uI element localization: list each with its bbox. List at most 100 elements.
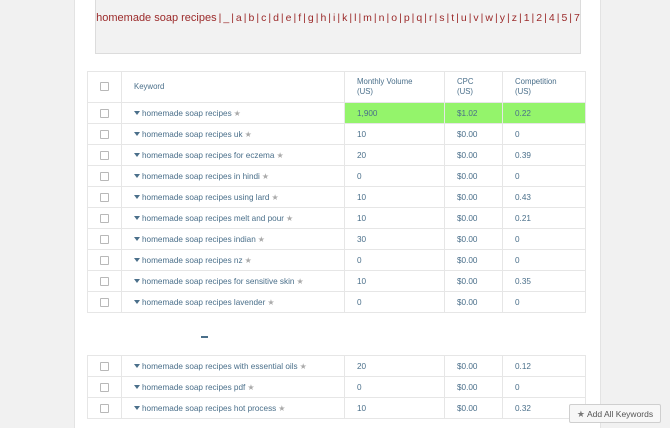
alpha-link-all[interactable]: homemade soap recipes	[96, 12, 217, 24]
keyword-cell[interactable]: homemade soap recipes lavender ★	[121, 291, 345, 313]
alpha-link[interactable]: k	[342, 12, 348, 24]
alpha-link[interactable]: y	[499, 12, 505, 24]
alpha-link[interactable]: a	[235, 12, 242, 24]
expand-triangle-icon[interactable]	[134, 194, 140, 199]
row-checkbox[interactable]	[100, 403, 109, 413]
keyword-text[interactable]: homemade soap recipes for sensitive skin	[142, 276, 295, 286]
star-icon[interactable]: ★	[276, 150, 284, 160]
row-checkbox[interactable]	[100, 382, 109, 392]
keyword-cell[interactable]: homemade soap recipes uk ★	[121, 123, 345, 145]
keyword-cell[interactable]: homemade soap recipes melt and pour ★	[121, 207, 345, 229]
star-icon[interactable]: ★	[278, 403, 286, 413]
keyword-cell[interactable]: homemade soap recipes using lard ★	[121, 186, 345, 208]
row-checkbox[interactable]	[100, 255, 109, 265]
alpha-link[interactable]: p	[403, 12, 410, 24]
row-checkbox[interactable]	[100, 129, 109, 139]
alpha-link[interactable]: _	[223, 12, 230, 24]
keyword-cell[interactable]: homemade soap recipes pdf ★	[121, 376, 345, 398]
alpha-link[interactable]: d	[273, 12, 279, 24]
star-icon[interactable]: ★	[233, 108, 241, 118]
star-icon[interactable]: ★	[286, 213, 294, 223]
alpha-link[interactable]: t	[451, 12, 455, 24]
volume-header[interactable]: Monthly Volume (US)	[344, 71, 445, 103]
expand-triangle-icon[interactable]	[134, 384, 140, 389]
expand-triangle-icon[interactable]	[134, 236, 140, 241]
row-checkbox[interactable]	[100, 108, 109, 118]
star-icon[interactable]: ★	[244, 255, 252, 265]
expand-triangle-icon[interactable]	[134, 110, 140, 115]
star-icon[interactable]: ★	[244, 129, 252, 139]
keyword-cell[interactable]: homemade soap recipes with essential oil…	[121, 355, 345, 377]
expand-triangle-icon[interactable]	[134, 215, 140, 220]
keyword-cell[interactable]: homemade soap recipes in hindi ★	[121, 165, 345, 187]
alpha-link[interactable]: v	[473, 12, 479, 24]
alpha-link[interactable]: f	[298, 12, 302, 24]
keyword-text[interactable]: homemade soap recipes for eczema	[142, 150, 275, 160]
keyword-text[interactable]: homemade soap recipes uk	[142, 129, 243, 139]
expand-triangle-icon[interactable]	[134, 131, 140, 136]
keyword-text[interactable]: homemade soap recipes pdf	[142, 382, 246, 392]
alpha-link[interactable]: g	[307, 12, 314, 24]
row-checkbox[interactable]	[100, 192, 109, 202]
alpha-link[interactable]: r	[428, 12, 433, 24]
keyword-text[interactable]: homemade soap recipes using lard	[142, 192, 270, 202]
row-checkbox[interactable]	[100, 234, 109, 244]
keyword-text[interactable]: homemade soap recipes lavender	[142, 297, 266, 307]
star-icon[interactable]: ★	[247, 382, 255, 392]
star-icon[interactable]: ★	[267, 297, 275, 307]
keyword-cell[interactable]: homemade soap recipes for eczema ★	[121, 144, 345, 166]
alpha-link[interactable]: 4	[548, 12, 555, 24]
alpha-link[interactable]: 1	[523, 12, 530, 24]
keyword-cell[interactable]: homemade soap recipes indian ★	[121, 228, 345, 250]
keyword-cell[interactable]: homemade soap recipes ★	[121, 102, 345, 124]
alpha-link[interactable]: 5	[561, 12, 568, 24]
alpha-link[interactable]: 7	[574, 12, 580, 24]
star-icon[interactable]: ★	[296, 276, 304, 286]
alpha-link[interactable]: z	[511, 12, 517, 24]
alpha-link[interactable]: b	[248, 12, 255, 24]
cpc-header[interactable]: CPC (US)	[444, 71, 503, 103]
expand-triangle-icon[interactable]	[134, 173, 140, 178]
row-checkbox[interactable]	[100, 361, 109, 371]
expand-triangle-icon[interactable]	[134, 299, 140, 304]
keyword-text[interactable]: homemade soap recipes indian	[142, 234, 256, 244]
row-checkbox[interactable]	[100, 171, 109, 181]
keyword-text[interactable]: homemade soap recipes with essential oil…	[142, 361, 298, 371]
keyword-cell[interactable]: homemade soap recipes for sensitive skin…	[121, 270, 345, 292]
expand-triangle-icon[interactable]	[134, 363, 140, 368]
keyword-cell[interactable]: homemade soap recipes hot process ★	[121, 397, 345, 419]
keyword-header[interactable]: Keyword	[121, 71, 345, 103]
alpha-link[interactable]: e	[285, 12, 292, 24]
alpha-link[interactable]: u	[460, 12, 467, 24]
expand-triangle-icon[interactable]	[134, 405, 140, 410]
alpha-link[interactable]: s	[439, 12, 445, 24]
star-icon[interactable]: ★	[299, 361, 307, 371]
keyword-cell[interactable]: homemade soap recipes nz ★	[121, 249, 345, 271]
collapse-dash-icon[interactable]	[200, 336, 208, 338]
alpha-link[interactable]: w	[485, 12, 493, 24]
expand-triangle-icon[interactable]	[134, 278, 140, 283]
star-icon[interactable]: ★	[257, 234, 265, 244]
keyword-text[interactable]: homemade soap recipes hot process	[142, 403, 277, 413]
alpha-link[interactable]: n	[378, 12, 385, 24]
row-checkbox[interactable]	[100, 150, 109, 160]
keyword-text[interactable]: homemade soap recipes melt and pour	[142, 213, 284, 223]
alpha-link[interactable]: l	[354, 12, 357, 24]
expand-triangle-icon[interactable]	[134, 257, 140, 262]
alpha-link[interactable]: q	[416, 12, 423, 24]
add-all-keywords-button[interactable]: ★ Add All Keywords	[569, 404, 661, 423]
alpha-link[interactable]: i	[333, 12, 336, 24]
alpha-link[interactable]: m	[363, 12, 372, 24]
alpha-link[interactable]: o	[391, 12, 398, 24]
expand-triangle-icon[interactable]	[134, 152, 140, 157]
keyword-text[interactable]: homemade soap recipes nz	[142, 255, 243, 265]
keyword-text[interactable]: homemade soap recipes	[142, 108, 232, 118]
row-checkbox[interactable]	[100, 213, 109, 223]
row-checkbox[interactable]	[100, 297, 109, 307]
alpha-link[interactable]: h	[320, 12, 327, 24]
row-checkbox[interactable]	[100, 276, 109, 286]
keyword-text[interactable]: homemade soap recipes in hindi	[142, 171, 260, 181]
competition-header[interactable]: Competition (US)	[502, 71, 586, 103]
select-all-checkbox[interactable]	[100, 82, 109, 92]
alpha-link[interactable]: 2	[536, 12, 543, 24]
